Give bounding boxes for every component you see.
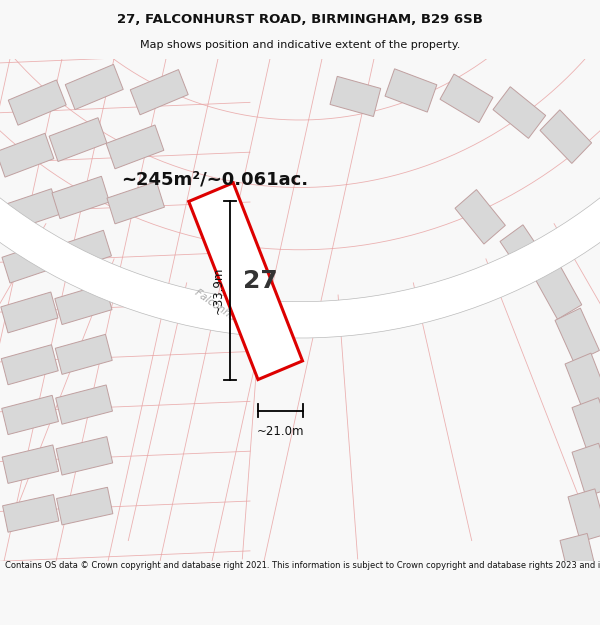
Text: Map shows position and indicative extent of the property.: Map shows position and indicative extent… xyxy=(140,40,460,50)
Polygon shape xyxy=(2,241,59,283)
Polygon shape xyxy=(0,2,600,338)
Polygon shape xyxy=(107,181,164,224)
Polygon shape xyxy=(572,398,600,451)
Polygon shape xyxy=(2,494,59,532)
Polygon shape xyxy=(56,385,112,424)
Polygon shape xyxy=(560,534,598,586)
Polygon shape xyxy=(493,87,545,138)
Polygon shape xyxy=(2,396,58,434)
Polygon shape xyxy=(55,334,112,374)
Polygon shape xyxy=(52,176,109,219)
Polygon shape xyxy=(555,308,599,362)
Polygon shape xyxy=(2,445,59,483)
Polygon shape xyxy=(130,69,188,115)
Polygon shape xyxy=(540,110,592,163)
Polygon shape xyxy=(1,345,58,385)
Polygon shape xyxy=(65,64,123,109)
Text: Falconhurst Rd: Falconhurst Rd xyxy=(193,288,263,341)
Polygon shape xyxy=(0,133,54,177)
Polygon shape xyxy=(568,489,600,542)
Text: 27: 27 xyxy=(243,269,278,293)
Polygon shape xyxy=(2,189,59,231)
Polygon shape xyxy=(535,264,582,319)
Polygon shape xyxy=(8,80,66,125)
Polygon shape xyxy=(330,76,381,116)
Polygon shape xyxy=(1,292,58,333)
Polygon shape xyxy=(565,353,600,408)
Polygon shape xyxy=(500,225,549,280)
Polygon shape xyxy=(572,443,600,497)
Text: ~245m²/~0.061ac.: ~245m²/~0.061ac. xyxy=(121,170,308,188)
Polygon shape xyxy=(55,284,112,324)
Text: ~21.0m: ~21.0m xyxy=(257,425,304,438)
Text: Contains OS data © Crown copyright and database right 2021. This information is : Contains OS data © Crown copyright and d… xyxy=(5,561,600,570)
Polygon shape xyxy=(56,437,113,475)
Polygon shape xyxy=(56,488,113,525)
Polygon shape xyxy=(106,125,164,169)
Polygon shape xyxy=(385,69,437,112)
Polygon shape xyxy=(54,230,112,272)
Text: ~33.9m: ~33.9m xyxy=(212,267,224,314)
Polygon shape xyxy=(455,189,505,244)
Polygon shape xyxy=(188,182,302,379)
Polygon shape xyxy=(440,74,493,122)
Text: 27, FALCONHURST ROAD, BIRMINGHAM, B29 6SB: 27, FALCONHURST ROAD, BIRMINGHAM, B29 6S… xyxy=(117,13,483,26)
Polygon shape xyxy=(49,118,107,161)
